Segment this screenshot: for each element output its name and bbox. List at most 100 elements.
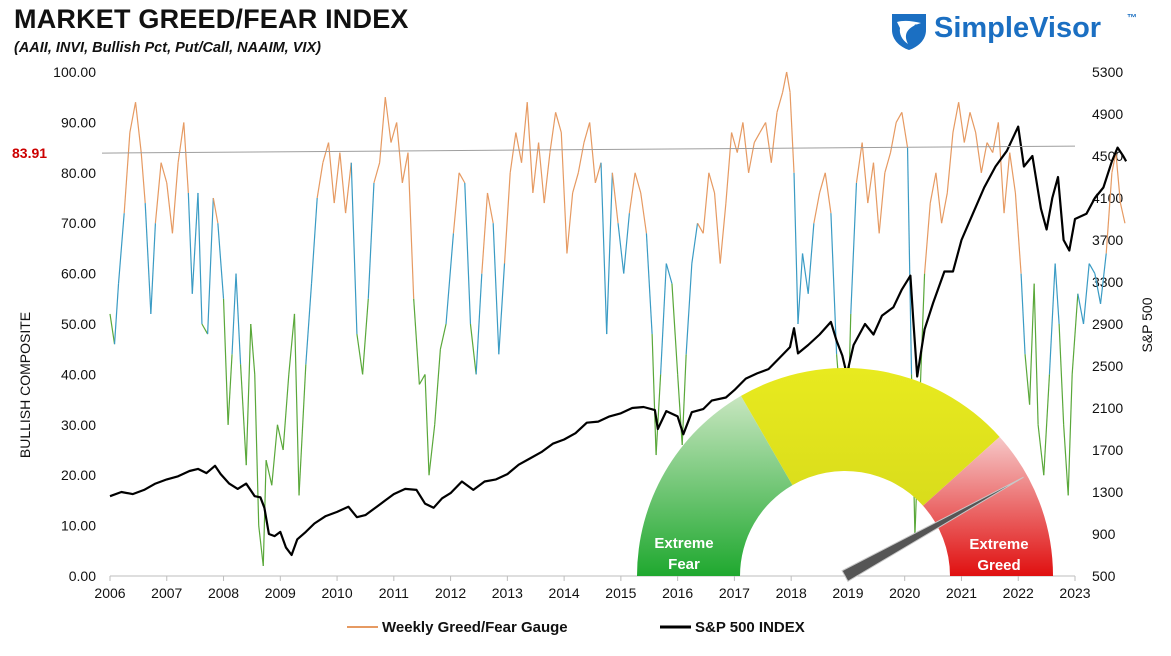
right-tick-label: 1300 — [1092, 484, 1123, 500]
current-value-reference: 83.91 — [12, 145, 1076, 161]
greed-fear-segment — [469, 323, 477, 375]
greed-fear-segment — [655, 374, 662, 456]
greed-fear-segment — [946, 132, 954, 194]
greed-fear-segment — [265, 459, 273, 486]
legend-label-greed-fear: Weekly Greed/Fear Gauge — [382, 619, 568, 636]
left-tick-label: 30.00 — [61, 417, 96, 433]
greed-fear-segment — [390, 122, 398, 143]
greed-fear-segment — [339, 152, 347, 214]
logo-wordmark: SimpleVisor — [934, 12, 1102, 44]
left-tick-label: 80.00 — [61, 165, 96, 181]
right-tick-label: 900 — [1092, 526, 1116, 542]
greed-fear-segment — [344, 162, 352, 214]
sp500-series — [109, 125, 1128, 557]
gauge-greed-zone — [923, 436, 1053, 576]
greed-fear-segment — [177, 122, 185, 163]
greed-fear-segment — [418, 374, 426, 385]
greed-fear-segment — [160, 162, 168, 184]
greed-fear-segment — [150, 223, 157, 314]
greed-fear-segment — [227, 354, 233, 425]
legend: Weekly Greed/Fear Gauge S&P 500 INDEX — [347, 619, 805, 636]
left-tick-label: 50.00 — [61, 316, 96, 332]
greed-fear-segment — [566, 192, 574, 254]
greed-fear-segment — [305, 283, 313, 365]
greed-fear-segment — [725, 132, 733, 204]
current-value-label: 83.91 — [12, 145, 47, 161]
greed-fear-segment — [1048, 263, 1056, 375]
greed-fear-segment — [1054, 263, 1060, 325]
greed-fear-segment — [1105, 172, 1113, 254]
x-tick-label: 2018 — [776, 585, 807, 601]
greed-fear-segment — [660, 263, 667, 375]
left-tick-label: 0.00 — [69, 568, 96, 584]
greed-fear-segment — [1088, 263, 1096, 274]
greed-fear-segment — [929, 172, 937, 204]
greed-fear-segment — [645, 233, 653, 335]
greed-fear-segment — [396, 122, 403, 183]
greed-fear-segment — [1119, 202, 1126, 224]
greed-fear-segment — [475, 273, 483, 375]
greed-fear-segment — [222, 298, 229, 425]
x-tick-label: 2019 — [832, 585, 863, 601]
gauge-fear-label: Fear — [668, 556, 700, 573]
greed-fear-segment — [855, 142, 863, 183]
greed-fear-segment — [713, 192, 721, 264]
greed-fear-segment — [187, 192, 193, 294]
gauge-fear-zone — [637, 395, 793, 576]
greed-fear-segment — [288, 313, 296, 375]
greed-fear-segment — [577, 142, 585, 173]
greed-fear-segment — [969, 112, 977, 133]
greed-fear-segment — [759, 122, 767, 133]
greed-fear-segment — [458, 172, 466, 184]
greed-fear-segment — [1094, 273, 1102, 304]
greed-fear-segment — [250, 323, 256, 375]
greed-fear-segment — [782, 71, 788, 93]
greed-fear-segment — [742, 122, 750, 173]
greed-fear-segment — [549, 112, 557, 153]
x-tick-label: 2011 — [379, 585, 409, 601]
greed-fear-segment — [207, 197, 214, 335]
greed-fear-segment — [789, 92, 795, 173]
greed-fear-segment — [1028, 283, 1035, 405]
greed-fear-segment — [1077, 293, 1085, 325]
x-tick-label: 2009 — [265, 585, 296, 601]
x-tick-label: 2006 — [94, 585, 125, 601]
greed-fear-segment — [753, 132, 761, 143]
greed-fear-segment — [481, 192, 489, 274]
greed-fear-segment — [117, 213, 125, 284]
left-tick-label: 100.00 — [53, 64, 96, 80]
greed-fear-segment — [413, 298, 420, 385]
right-tick-label: 2100 — [1092, 400, 1123, 416]
gauge-needle — [841, 476, 1024, 582]
right-tick-label: 2500 — [1092, 358, 1123, 374]
x-tick-label: 2013 — [492, 585, 523, 601]
left-axis-title: BULLISH COMPOSITE — [17, 312, 33, 458]
greed-fear-segment — [878, 172, 886, 234]
greed-fear-segment — [144, 203, 152, 314]
greed-fear-segment — [201, 323, 209, 335]
greed-fear-segment — [640, 192, 648, 234]
greed-fear-segment — [901, 112, 909, 148]
greed-fear-segment — [464, 182, 472, 325]
right-tick-label: 4900 — [1092, 106, 1123, 122]
greed-fear-segment — [1063, 424, 1069, 496]
greed-fear-segment — [1071, 293, 1079, 375]
greed-fear-segment — [401, 152, 409, 183]
greed-fear-segment — [333, 152, 341, 204]
right-axis-ticks: 5009001300170021002500290033003700410045… — [1092, 64, 1123, 584]
greed-fear-segment — [600, 162, 608, 335]
greed-fear-segment — [379, 97, 386, 163]
greed-fear-segment — [439, 323, 447, 350]
greed-fear-segment — [486, 192, 494, 224]
x-tick-label: 2021 — [946, 585, 977, 601]
greed-fear-segment — [986, 142, 994, 153]
gauge-neutral-zone — [741, 368, 1000, 506]
greed-fear-segment — [140, 152, 146, 204]
greed-fear-segment — [1014, 192, 1022, 274]
greed-fear-segment — [651, 334, 657, 456]
greed-fear-segment — [696, 222, 704, 234]
greed-fear-segment — [691, 223, 699, 264]
left-axis-ticks: 0.00 10.00 20.00 30.00 40.00 50.00 60.00 70.00 8… — [53, 64, 96, 584]
greed-fear-segment — [867, 162, 875, 204]
greed-fear-segment — [958, 102, 965, 143]
